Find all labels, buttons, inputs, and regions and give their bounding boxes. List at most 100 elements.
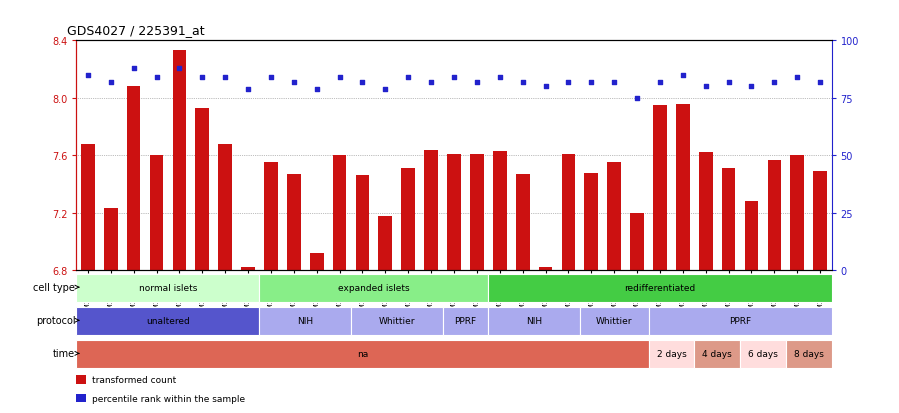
Bar (351, 307, 442, 335)
Bar (260, 307, 351, 335)
Point (149, 75, 164, 81)
Bar (241, 268, 255, 271)
Point (790, 75, 805, 81)
Point (287, 79, 301, 86)
Point (263, 75, 278, 81)
Bar (539, 268, 552, 271)
Bar (790, 156, 804, 271)
Text: Whittier: Whittier (596, 316, 632, 325)
Text: PPRF: PPRF (729, 316, 751, 325)
Bar (76, 394, 86, 402)
Bar (722, 169, 735, 271)
Point (195, 75, 209, 81)
Point (355, 79, 369, 86)
Point (584, 79, 599, 86)
Bar (287, 175, 300, 271)
Bar (470, 154, 484, 271)
Point (630, 95, 645, 102)
Text: cell type: cell type (33, 282, 76, 292)
Bar (378, 216, 392, 271)
Point (333, 75, 347, 81)
Text: PPRF: PPRF (454, 316, 476, 325)
Point (699, 84, 713, 90)
Point (744, 84, 759, 90)
Point (607, 79, 621, 86)
Text: 2 days: 2 days (656, 349, 686, 358)
Point (218, 75, 232, 81)
Text: percentile rank within the sample: percentile rank within the sample (92, 394, 245, 403)
Text: normal islets: normal islets (138, 283, 197, 292)
Bar (653, 106, 667, 271)
Point (378, 86, 393, 93)
Text: expanded islets: expanded islets (338, 283, 410, 292)
Bar (264, 163, 278, 271)
Bar (768, 160, 781, 271)
Bar (493, 152, 507, 271)
Bar (488, 274, 832, 302)
Point (173, 66, 187, 72)
Point (241, 86, 255, 93)
Bar (401, 169, 415, 271)
Point (767, 79, 781, 86)
Point (676, 72, 690, 79)
Point (493, 75, 507, 81)
Point (401, 75, 415, 81)
Bar (584, 173, 598, 271)
Bar (488, 307, 580, 335)
Bar (310, 253, 324, 271)
Bar (195, 109, 209, 271)
Bar (356, 176, 369, 271)
Bar (648, 340, 694, 368)
Point (539, 84, 553, 90)
Point (515, 79, 530, 86)
Bar (260, 274, 488, 302)
Bar (608, 163, 621, 271)
Point (653, 79, 667, 86)
Bar (676, 104, 690, 271)
Point (447, 75, 461, 81)
Point (424, 79, 439, 86)
Bar (694, 340, 740, 368)
Bar (580, 307, 648, 335)
Bar (740, 340, 786, 368)
Text: 4 days: 4 days (702, 349, 732, 358)
Text: Whittier: Whittier (378, 316, 415, 325)
Bar (562, 154, 575, 271)
Point (813, 79, 827, 86)
Bar (786, 340, 832, 368)
Point (469, 79, 484, 86)
Text: time: time (53, 349, 76, 358)
Bar (442, 307, 488, 335)
Bar (127, 87, 140, 271)
Text: GDS4027 / 225391_at: GDS4027 / 225391_at (67, 24, 205, 37)
Point (721, 79, 735, 86)
Text: transformed count: transformed count (92, 375, 176, 385)
Text: unaltered: unaltered (146, 316, 190, 325)
Bar (104, 209, 118, 271)
Bar (218, 145, 232, 271)
Text: NIH: NIH (526, 316, 542, 325)
Bar (699, 153, 713, 271)
Bar (76, 340, 648, 368)
Point (103, 79, 118, 86)
Bar (149, 156, 164, 271)
Bar (424, 150, 438, 271)
Text: 6 days: 6 days (748, 349, 778, 358)
Point (309, 86, 324, 93)
Text: NIH: NIH (298, 316, 314, 325)
Bar (333, 156, 346, 271)
Bar (744, 202, 759, 271)
Bar (630, 213, 644, 271)
Bar (447, 154, 461, 271)
Bar (81, 145, 94, 271)
Bar (516, 175, 530, 271)
Bar (648, 307, 832, 335)
Bar (76, 274, 260, 302)
Text: na: na (357, 349, 368, 358)
Text: protocol: protocol (36, 316, 76, 325)
Bar (76, 375, 86, 384)
Text: 8 days: 8 days (794, 349, 823, 358)
Bar (814, 172, 827, 271)
Point (127, 66, 141, 72)
Text: redifferentiated: redifferentiated (624, 283, 696, 292)
